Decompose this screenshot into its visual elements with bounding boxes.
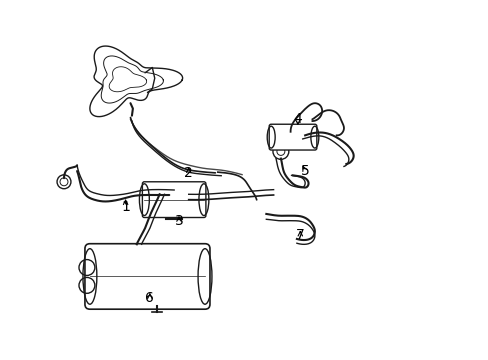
Text: 5: 5 <box>300 164 309 178</box>
FancyBboxPatch shape <box>85 244 209 309</box>
Text: 4: 4 <box>293 112 302 126</box>
Text: 3: 3 <box>174 214 183 228</box>
FancyBboxPatch shape <box>142 182 205 217</box>
Text: 6: 6 <box>145 291 154 305</box>
Text: 2: 2 <box>184 166 193 180</box>
Text: 1: 1 <box>121 200 130 214</box>
FancyBboxPatch shape <box>269 124 316 150</box>
Text: 7: 7 <box>295 228 304 242</box>
